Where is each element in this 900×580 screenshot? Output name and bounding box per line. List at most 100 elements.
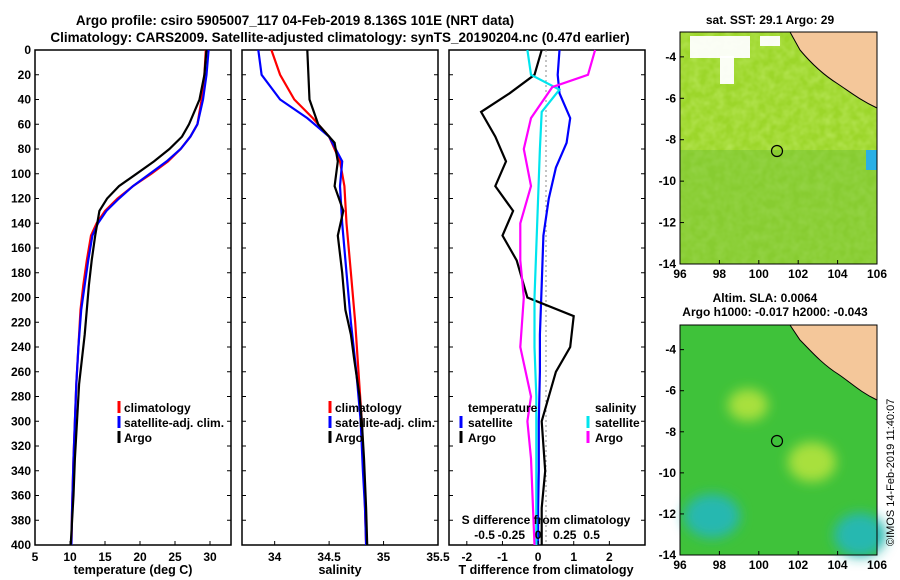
sla-map: 96 98 100 102 104 106 -4 -6 -8 -10 -12 -14	[659, 324, 887, 572]
sal-series-satellite-adj-clim-	[257, 49, 368, 546]
t-diff-tick-label: 2	[606, 550, 613, 564]
depth-tick-label: 160	[11, 241, 31, 255]
sst-map-cool-band	[680, 150, 877, 264]
depth-tick-label: 400	[11, 538, 31, 552]
depth-tick-label: 180	[11, 266, 31, 280]
difference-panel: -2 -1 0 1 2 -0.5 -0.25 0 0.25 0.5	[448, 49, 646, 564]
sla-map-land	[789, 324, 878, 401]
map-lat-tick-label: -14	[659, 548, 677, 562]
depth-tick-label: 60	[18, 117, 32, 131]
s-diff-tick-label: 0	[535, 528, 542, 542]
depth-tick-label: 100	[11, 167, 31, 181]
depth-tick-label: 300	[11, 414, 31, 428]
legend-temperature-title: temperature	[468, 401, 538, 415]
legend-argo: Argo	[124, 431, 152, 445]
sst-map-cloud-gap-3	[760, 36, 780, 46]
salinity-tick-label: 35	[377, 550, 391, 564]
sal-legend-climatology: climatology	[335, 401, 402, 415]
diff-series-t-satellite	[536, 49, 572, 545]
map-lon-tick-label: 102	[788, 558, 808, 572]
salinity-axes-frame	[241, 49, 439, 546]
map-lat-tick-label: -4	[665, 343, 676, 357]
s-diff-tick-label: 0.5	[583, 528, 600, 542]
depth-tick-label: 200	[11, 291, 31, 305]
sst-map-land	[789, 31, 878, 109]
depth-tick-label: 20	[18, 68, 32, 82]
legend-t-argo: Argo	[468, 431, 496, 445]
map-lat-tick-label: -12	[659, 216, 677, 230]
salinity-difference-xlabel: S difference from climatology	[462, 513, 631, 527]
title-line-1: Argo profile: csiro 5905007_117 04-Feb-2…	[76, 13, 514, 28]
depth-tick-label: 260	[11, 365, 31, 379]
sst-map-frame	[679, 31, 878, 265]
depth-tick-label: 320	[11, 439, 31, 453]
sla-map-frame	[679, 324, 878, 556]
map-lon-tick-label: 106	[867, 267, 887, 281]
depth-tick-label: 220	[11, 315, 31, 329]
map-lon-tick-label: 100	[749, 558, 769, 572]
temperature-legend: climatology satellite-adj. clim. Argo	[117, 401, 224, 445]
map-lat-tick-label: -6	[665, 384, 676, 398]
sst-map-cloud-gap-2	[720, 56, 734, 84]
difference-legend: temperature satellite Argo salinity sate…	[459, 401, 640, 445]
temp-series-satellite-adj-clim-	[70, 49, 210, 546]
map-lon-tick-label: 96	[673, 558, 687, 572]
s-diff-tick-label: -0.5	[474, 528, 495, 542]
map-lon-tick-label: 102	[788, 267, 808, 281]
depth-tick-label: 0	[24, 43, 31, 57]
map-lat-tick-label: -12	[659, 507, 677, 521]
s-diff-tick-label: -0.25	[498, 528, 526, 542]
depth-tick-label: 240	[11, 340, 31, 354]
depth-tick-label: 360	[11, 489, 31, 503]
legend-t-satellite: satellite	[468, 416, 513, 430]
sal-legend-satellite-adj: satellite-adj. clim.	[335, 416, 435, 430]
sla-map-low-1	[684, 494, 740, 538]
sst-map: 96 98 100 102 104 106 -4 -6 -8 -10 -12 -14	[659, 31, 887, 281]
map-lat-tick-label: -4	[665, 50, 676, 64]
title-line-2: Climatology: CARS2009. Satellite-adjuste…	[50, 30, 629, 45]
salinity-tick-label: 35.5	[426, 550, 450, 564]
map-lat-tick-label: -10	[659, 174, 677, 188]
diff-series-s-satellite	[526, 49, 562, 545]
sla-map-low-2	[834, 513, 886, 557]
imos-credit: ©IMOS 14-Feb-2019 11:40:07	[885, 399, 897, 546]
map-lon-tick-label: 104	[828, 267, 848, 281]
depth-tick-label: 140	[11, 216, 31, 230]
difference-axes-frame	[448, 49, 646, 546]
salinity-legend: climatology satellite-adj. clim. Argo	[328, 401, 435, 445]
depth-tick-label: 340	[11, 464, 31, 478]
t-diff-tick-label: 1	[570, 550, 577, 564]
map-lon-tick-label: 106	[867, 558, 887, 572]
legend-climatology: climatology	[124, 401, 191, 415]
legend-salinity-title: salinity	[595, 401, 637, 415]
depth-tick-label: 120	[11, 192, 31, 206]
sla-map-high-2	[788, 442, 836, 482]
legend-satellite-adj: satellite-adj. clim.	[124, 416, 224, 430]
temperature-axes-frame	[34, 49, 232, 546]
sla-argo-marker	[770, 434, 784, 448]
salinity-tick-label: 34	[268, 550, 282, 564]
depth-tick-label: 280	[11, 390, 31, 404]
map-lon-tick-label: 98	[713, 267, 727, 281]
map-lon-tick-label: 100	[749, 267, 769, 281]
temperature-xlabel: temperature (deg C)	[74, 563, 193, 577]
temperature-tick-label: 15	[98, 550, 112, 564]
depth-tick-label: 40	[18, 93, 32, 107]
depth-tick-label: 380	[11, 513, 31, 527]
t-diff-tick-label: 0	[535, 550, 542, 564]
map-lon-tick-label: 96	[673, 267, 687, 281]
temperature-tick-label: 30	[203, 550, 217, 564]
legend-s-satellite: satellite	[595, 416, 640, 430]
difference-xlabel: T difference from climatology	[458, 563, 633, 577]
legend-s-argo: Argo	[595, 431, 623, 445]
diff-series-t-argo	[479, 49, 575, 545]
map-lon-tick-label: 104	[828, 558, 848, 572]
sla-map-title-2: Argo h1000: -0.017 h2000: -0.043	[682, 305, 868, 319]
diff-series-s-argo	[519, 49, 597, 546]
sla-map-title-1: Altim. SLA: 0.0064	[713, 291, 818, 305]
map-lon-tick-label: 98	[713, 558, 727, 572]
s-diff-tick-label: 0.25	[553, 528, 577, 542]
sst-map-title: sat. SST: 29.1 Argo: 29	[706, 13, 835, 27]
depth-tick-label: 80	[18, 142, 32, 156]
